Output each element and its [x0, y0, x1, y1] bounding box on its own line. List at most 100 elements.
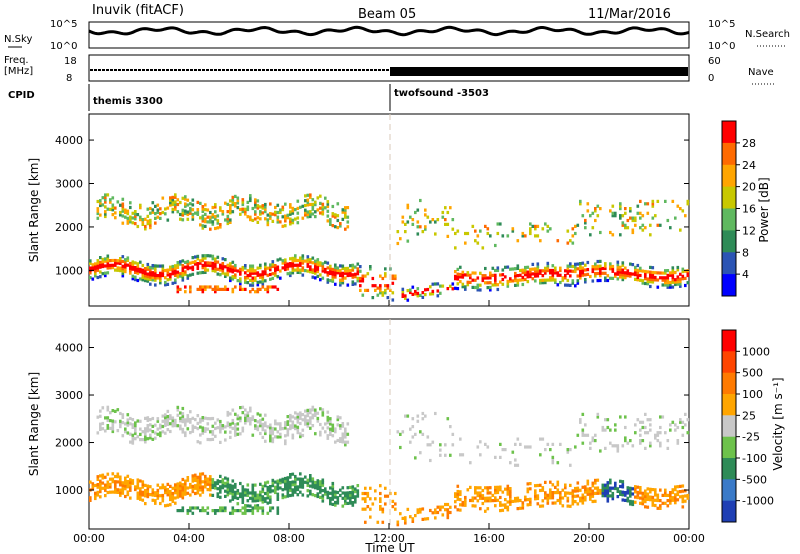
power-cell [404, 296, 407, 300]
velocity-cell [406, 414, 410, 418]
power-cell [476, 288, 480, 292]
velocity-cell [461, 453, 465, 457]
velocity-cell [239, 495, 242, 499]
power-cell [326, 200, 330, 204]
power-cell [656, 278, 660, 282]
velocity-cell [346, 422, 350, 426]
power-cell [174, 200, 177, 204]
velocity-cell [509, 494, 512, 499]
power-cell [154, 278, 157, 282]
velocity-cell [459, 498, 462, 502]
power-cell [634, 265, 637, 269]
power-cell [569, 239, 572, 243]
velocity-cell [234, 482, 237, 487]
power-cell [554, 271, 557, 275]
power-cell [681, 267, 685, 271]
power-cell [154, 221, 157, 225]
velocity-cell [461, 500, 465, 505]
power-cell [316, 267, 320, 271]
velocity-cell [611, 486, 615, 490]
power-cell [179, 262, 182, 266]
power-cell [266, 218, 270, 222]
power-cell [461, 275, 465, 279]
power-cell [291, 209, 295, 213]
power-cell [619, 216, 622, 220]
velocity-cell [149, 418, 152, 422]
power-cell [161, 266, 165, 270]
velocity-cell [581, 485, 585, 489]
velocity-cell [561, 488, 565, 492]
power-cell [301, 259, 305, 263]
velocity-cell [139, 492, 142, 496]
power-cell [476, 241, 480, 245]
station-title: Inuvik (fitACF) [92, 3, 184, 18]
velocity-cell [471, 504, 475, 508]
velocity-cell [551, 461, 555, 465]
power-cell [134, 210, 137, 214]
power-cell [369, 267, 372, 271]
power-cell [156, 276, 160, 280]
power-cell [216, 287, 220, 291]
velocity-cell [474, 486, 477, 490]
power-cell [206, 263, 210, 267]
power-cell [651, 273, 655, 277]
power-cell [466, 231, 470, 236]
velocity-cell [271, 481, 275, 485]
velocity-cell [564, 486, 567, 490]
power-cell [121, 255, 125, 259]
power-cell [584, 268, 587, 272]
power-cell [506, 279, 510, 283]
power-cell [261, 279, 265, 284]
power-cell [531, 272, 535, 276]
power-cell [124, 208, 127, 212]
velocity-cell [156, 419, 160, 423]
power-cell [251, 266, 255, 271]
power-cell [244, 278, 247, 282]
velocity-cell [634, 485, 637, 489]
power-cell [151, 266, 155, 270]
velocity-cell [296, 485, 300, 489]
velocity-cell [281, 477, 285, 481]
power-cell [624, 266, 627, 270]
power-cell [259, 210, 262, 214]
velocity-cell [469, 461, 472, 465]
velocity-cell [684, 423, 687, 427]
power-cell [291, 268, 295, 272]
power-cell [361, 274, 365, 278]
power-cell [574, 224, 577, 228]
velocity-cell [151, 416, 155, 421]
velocity-cell [579, 499, 582, 503]
power-cell [679, 279, 682, 284]
power-cell [494, 243, 497, 248]
power-cell [279, 269, 282, 273]
velocity-cell [96, 490, 100, 494]
velocity-cell [331, 502, 335, 506]
colorbar-tick-label: 24 [742, 159, 756, 172]
velocity-cell [244, 408, 247, 412]
velocity-cell [449, 453, 452, 457]
power-cell [416, 208, 420, 212]
power-cell [204, 217, 207, 221]
velocity-cell [686, 493, 690, 498]
velocity-cell [291, 423, 295, 427]
velocity-cell [184, 484, 187, 488]
power-cell [431, 218, 435, 222]
power-cell [176, 287, 180, 291]
power-cell [661, 283, 665, 287]
power-cell [184, 195, 187, 199]
velocity-cell [664, 488, 667, 492]
velocity-cell [139, 479, 142, 483]
velocity-cell [676, 485, 680, 489]
power-cell [269, 263, 272, 267]
power-cell [391, 281, 395, 285]
velocity-cell [644, 494, 647, 498]
power-cell [664, 281, 667, 285]
power-cell [284, 216, 287, 221]
velocity-cell [196, 414, 200, 418]
velocity-cell [606, 488, 610, 493]
velocity-cell [199, 493, 202, 497]
velocity-cell [96, 485, 100, 489]
power-cell [166, 206, 170, 210]
velocity-cell [114, 474, 117, 479]
velocity-cell [116, 472, 120, 476]
